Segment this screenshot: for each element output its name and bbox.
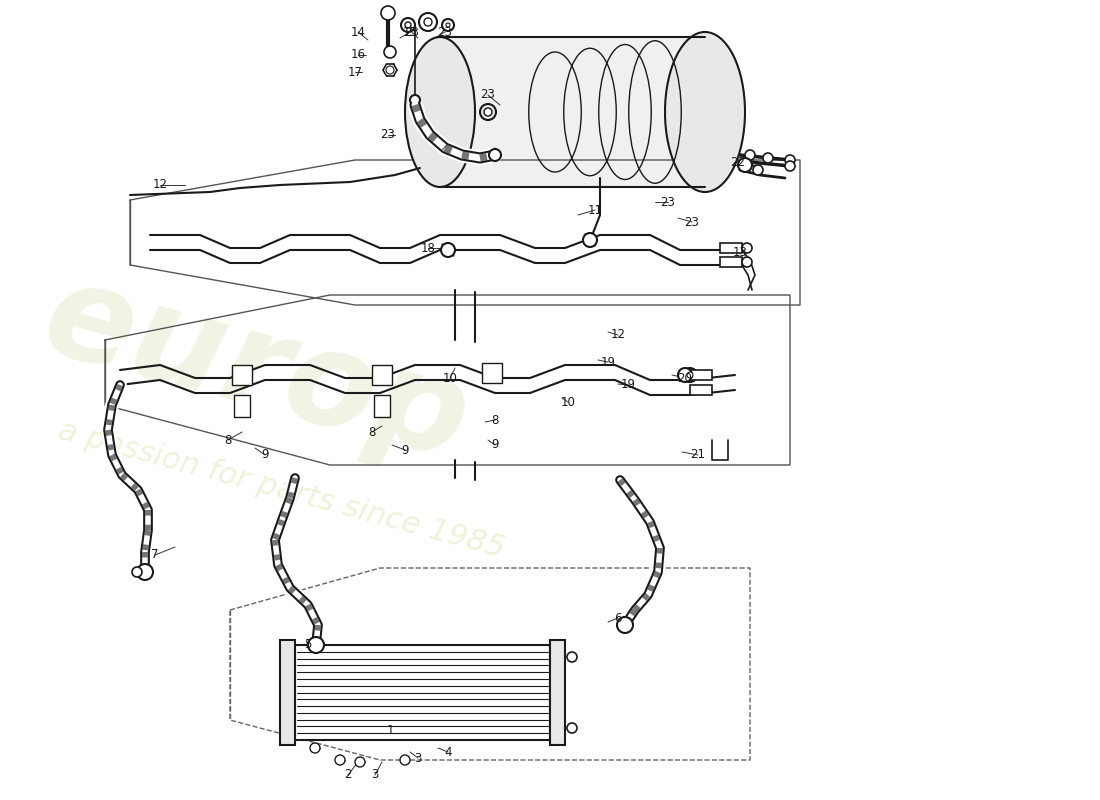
Bar: [374, 395, 390, 417]
Circle shape: [490, 149, 500, 161]
Text: 19: 19: [620, 378, 636, 391]
Text: 7: 7: [152, 549, 158, 562]
Text: 18: 18: [420, 242, 436, 254]
Text: 9: 9: [262, 449, 268, 462]
Text: 16: 16: [351, 49, 365, 62]
Bar: [440, 37, 705, 187]
Text: 22: 22: [730, 155, 746, 169]
Text: 23: 23: [481, 89, 495, 102]
Circle shape: [400, 755, 410, 765]
Circle shape: [386, 66, 394, 74]
Text: 15: 15: [403, 26, 417, 38]
Text: 9: 9: [402, 443, 409, 457]
Circle shape: [484, 108, 492, 116]
Text: 13: 13: [733, 246, 747, 258]
Text: 12: 12: [153, 178, 167, 191]
Text: 5: 5: [305, 638, 311, 651]
Circle shape: [566, 723, 578, 733]
Text: 23: 23: [684, 215, 700, 229]
Text: europ: europ: [30, 253, 482, 487]
Text: 19: 19: [601, 355, 616, 369]
Text: 23: 23: [661, 195, 675, 209]
Circle shape: [132, 567, 142, 577]
Bar: [280, 640, 295, 745]
Circle shape: [355, 757, 365, 767]
Text: 11: 11: [587, 203, 603, 217]
Text: 2: 2: [344, 769, 352, 782]
Bar: [372, 365, 392, 385]
Ellipse shape: [666, 32, 745, 192]
Circle shape: [402, 18, 415, 32]
Circle shape: [410, 95, 420, 105]
Circle shape: [442, 19, 454, 31]
Circle shape: [763, 153, 773, 163]
Circle shape: [405, 22, 411, 28]
Circle shape: [424, 18, 432, 26]
Circle shape: [419, 13, 437, 31]
Text: 23: 23: [405, 26, 419, 38]
Bar: [482, 363, 502, 383]
Bar: [234, 395, 250, 417]
Text: a passion for parts since 1985: a passion for parts since 1985: [55, 416, 508, 564]
Text: 14: 14: [351, 26, 365, 38]
Text: 1: 1: [386, 723, 394, 737]
Text: 8: 8: [368, 426, 376, 438]
Text: 20: 20: [678, 371, 692, 385]
Circle shape: [678, 368, 692, 382]
Text: 4: 4: [444, 746, 452, 758]
Circle shape: [336, 755, 345, 765]
Text: 10: 10: [442, 371, 458, 385]
Circle shape: [617, 617, 632, 633]
Circle shape: [566, 652, 578, 662]
Ellipse shape: [405, 37, 475, 187]
Circle shape: [688, 372, 693, 378]
Text: 6: 6: [614, 611, 622, 625]
Text: 8: 8: [492, 414, 498, 426]
Circle shape: [742, 257, 752, 267]
Circle shape: [441, 243, 455, 257]
Bar: [690, 370, 712, 380]
Bar: [690, 385, 712, 395]
Circle shape: [785, 161, 795, 171]
Text: 3: 3: [415, 751, 421, 765]
Circle shape: [742, 243, 752, 253]
Circle shape: [738, 158, 752, 172]
Circle shape: [683, 368, 697, 382]
Text: 23: 23: [381, 129, 395, 142]
Circle shape: [754, 165, 763, 175]
Bar: [232, 365, 252, 385]
Circle shape: [785, 155, 795, 165]
Bar: [720, 257, 742, 267]
Circle shape: [745, 150, 755, 160]
Circle shape: [384, 46, 396, 58]
Circle shape: [138, 564, 153, 580]
Circle shape: [381, 6, 395, 20]
Text: 8: 8: [224, 434, 232, 446]
Text: 17: 17: [348, 66, 363, 78]
Circle shape: [310, 743, 320, 753]
Text: 12: 12: [610, 329, 626, 342]
Bar: [720, 243, 742, 253]
Bar: [295, 645, 550, 740]
Circle shape: [446, 23, 450, 27]
Text: 9: 9: [492, 438, 498, 451]
Text: 3: 3: [372, 769, 378, 782]
Bar: [550, 640, 565, 745]
Text: 10: 10: [561, 395, 575, 409]
Circle shape: [480, 104, 496, 120]
Text: 23: 23: [438, 26, 452, 38]
Circle shape: [583, 233, 597, 247]
Circle shape: [308, 637, 324, 653]
Text: 21: 21: [691, 449, 705, 462]
